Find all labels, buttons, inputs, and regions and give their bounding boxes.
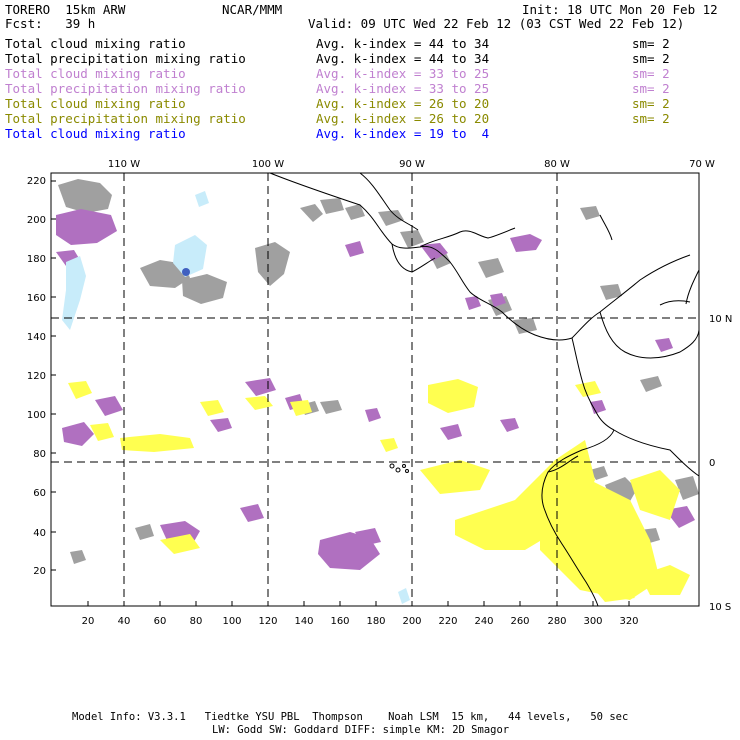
x-tick-label: 160 <box>330 616 349 627</box>
y-tick-label: 180 <box>27 254 46 265</box>
y-tick-label: 140 <box>27 332 46 343</box>
legend-kindex-2: Avg. k-index = 44 to 34 <box>316 51 490 66</box>
lon-label-100w: 100 W <box>252 159 284 170</box>
y-tick-label: 220 <box>27 176 46 187</box>
x-tick-label: 120 <box>258 616 277 627</box>
legend-name-5: Total cloud mixing ratio <box>5 96 186 111</box>
y-tick-label: 60 <box>33 488 46 499</box>
coastline <box>269 172 700 607</box>
lon-label-70w: 70 W <box>689 159 715 170</box>
lat-label-0: 0 <box>709 458 715 469</box>
lat-lon-grid <box>51 173 699 606</box>
legend-kindex-6: Avg. k-index = 26 to 20 <box>316 111 490 126</box>
x-tick-label: 260 <box>510 616 529 627</box>
x-tick-label: 220 <box>438 616 457 627</box>
y-tick-label: 100 <box>27 410 46 421</box>
x-tick-label: 280 <box>547 616 566 627</box>
cyan-cloud-areas <box>62 191 410 604</box>
legend-kindex-4: Avg. k-index = 33 to 25 <box>316 81 490 96</box>
legend-kindex-3: Avg. k-index = 33 to 25 <box>316 66 490 81</box>
legend-sm-5: sm= 2 <box>632 96 670 111</box>
x-tick-label: 200 <box>402 616 421 627</box>
legend-name-1: Total cloud mixing ratio <box>5 36 186 51</box>
legend-name-4: Total precipitation mixing ratio <box>5 81 246 96</box>
lat-label-10n: 10 N <box>709 314 732 325</box>
x-tick-label: 20 <box>82 616 95 627</box>
model-info-line-1: Model Info: V3.3.1 Tiedtke YSU PBL Thomp… <box>72 711 629 723</box>
init-time: Init: 18 UTC Mon 20 Feb 12 <box>522 2 718 17</box>
valid-time: Valid: 09 UTC Wed 22 Feb 12 (03 CST Wed … <box>308 16 685 31</box>
y-axis <box>51 180 56 571</box>
lon-label-110w: 110 W <box>108 159 140 170</box>
legend-sm-1: sm= 2 <box>632 36 670 51</box>
blue-core <box>182 268 190 276</box>
legend-sm-3: sm= 2 <box>632 66 670 81</box>
organization-label: NCAR/MMM <box>222 2 283 17</box>
legend-kindex-7: Avg. k-index = 19 to 4 <box>316 126 490 141</box>
x-tick-label: 240 <box>474 616 493 627</box>
legend-kindex-1: Avg. k-index = 44 to 34 <box>316 36 490 51</box>
longitude-labels: 110 W 100 W 90 W 80 W 70 W <box>108 159 715 170</box>
x-tick-label: 180 <box>366 616 385 627</box>
y-tick-label: 80 <box>33 449 46 460</box>
legend-name-7: Total cloud mixing ratio <box>5 126 186 141</box>
model-info-line-2: LW: Godd SW: Goddard DIFF: simple KM: 2D… <box>212 724 510 736</box>
y-tick-label: 120 <box>27 371 46 382</box>
y-tick-label: 200 <box>27 215 46 226</box>
x-tick-label: 300 <box>583 616 602 627</box>
y-tick-label: 40 <box>33 528 46 539</box>
legend-sm-6: sm= 2 <box>632 111 670 126</box>
y-tick-label: 20 <box>33 566 46 577</box>
legend-name-6: Total precipitation mixing ratio <box>5 111 246 126</box>
x-axis <box>87 601 630 606</box>
map-frame <box>50 172 700 607</box>
legend-sm-4: sm= 2 <box>632 81 670 96</box>
legend-sm-2: sm= 2 <box>632 51 670 66</box>
legend-name-2: Total precipitation mixing ratio <box>5 51 246 66</box>
lat-label-10s: 10 S <box>709 602 731 613</box>
lon-label-80w: 80 W <box>544 159 570 170</box>
x-tick-label: 100 <box>222 616 241 627</box>
y-tick-label: 160 <box>27 293 46 304</box>
lon-label-90w: 90 W <box>399 159 425 170</box>
x-tick-label: 80 <box>190 616 203 627</box>
x-tick-label: 320 <box>619 616 638 627</box>
y-tick-labels: 220 200 180 160 140 120 100 80 60 40 20 <box>27 176 46 577</box>
model-title: TORERO 15km ARW <box>5 2 126 17</box>
x-tick-labels: 20 40 60 80 100 120 140 160 180 200 220 … <box>82 616 639 627</box>
x-tick-label: 140 <box>294 616 313 627</box>
x-tick-label: 60 <box>154 616 167 627</box>
legend-name-3: Total cloud mixing ratio <box>5 66 186 81</box>
forecast-hour: Fcst: 39 h <box>5 16 96 31</box>
legend-kindex-5: Avg. k-index = 26 to 20 <box>316 96 490 111</box>
latitude-labels: 10 N 0 10 S <box>709 314 732 613</box>
galapagos-islands <box>389 463 409 473</box>
x-tick-label: 40 <box>118 616 131 627</box>
